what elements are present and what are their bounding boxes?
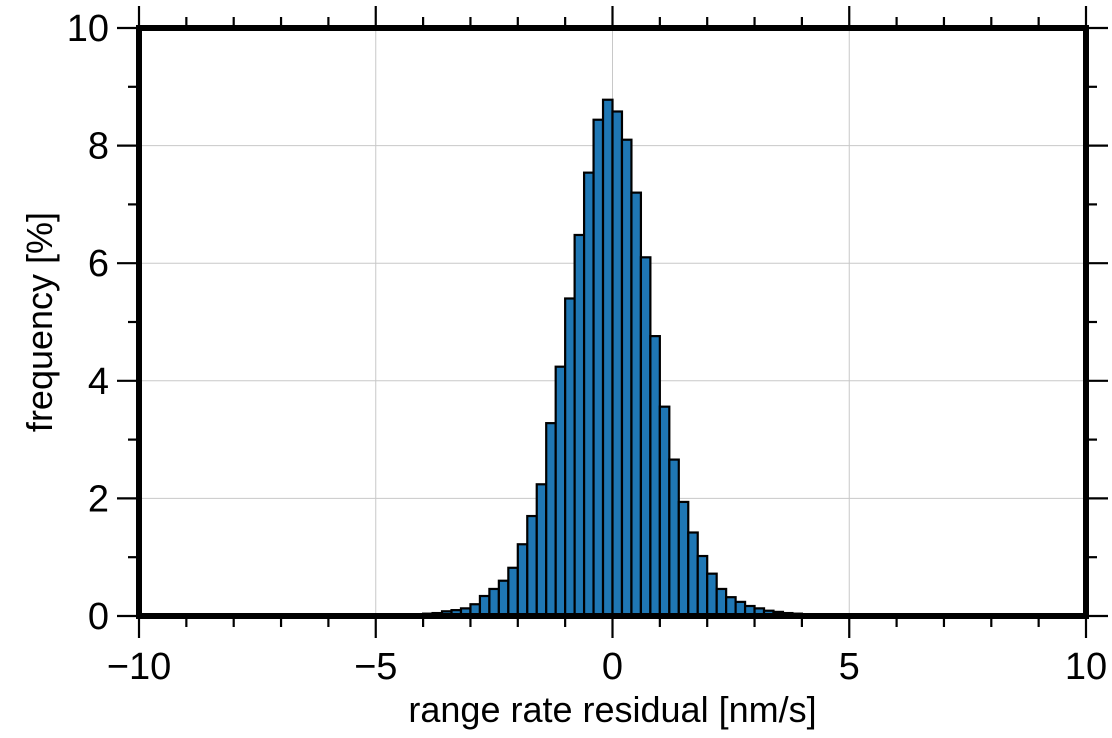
y-tick-label: 2 <box>88 478 109 520</box>
y-tick-label: 0 <box>88 596 109 638</box>
tick-labels: −10 −5 0 5 10 0 2 4 6 8 10 <box>67 8 1107 688</box>
histogram-bar <box>582 171 595 618</box>
histogram-bar <box>706 572 718 618</box>
histogram-bar <box>696 554 709 618</box>
histogram-bar <box>611 110 624 618</box>
y-tick-label: 10 <box>67 8 109 50</box>
histogram-bar <box>649 335 661 618</box>
plot-frame <box>136 25 1089 619</box>
histogram-bar <box>516 543 529 618</box>
histogram-bar <box>554 365 567 618</box>
histogram-bar <box>639 256 652 618</box>
y-axis-title: frequency [%] <box>19 212 60 432</box>
x-tick-label: −10 <box>107 646 171 688</box>
histogram-bar <box>507 566 519 618</box>
histogram-bar <box>687 531 699 618</box>
y-tick-label: 8 <box>88 126 109 168</box>
x-tick-label: 5 <box>839 646 860 688</box>
histogram-bar <box>526 514 538 618</box>
histogram-bar <box>592 118 605 618</box>
x-axis-title: range rate residual [nm/s] <box>408 689 816 730</box>
histogram-bar <box>564 297 576 618</box>
histogram-bars <box>412 98 813 618</box>
y-tick-label: 4 <box>88 361 109 403</box>
histogram-bar <box>601 98 614 618</box>
histogram-bar <box>715 587 728 618</box>
histogram-bar <box>677 500 690 618</box>
x-tick-label: 0 <box>602 646 623 688</box>
histogram-bar <box>497 579 510 618</box>
histogram-bar <box>545 422 557 618</box>
x-tick-label: 10 <box>1065 646 1107 688</box>
histogram-bar <box>573 233 586 618</box>
histogram-bar <box>668 458 680 618</box>
histogram-bar <box>658 405 671 618</box>
histogram-bar <box>488 587 500 618</box>
histogram-bar <box>535 483 548 618</box>
x-tick-label: −5 <box>354 646 397 688</box>
histogram-bar <box>630 191 643 618</box>
y-tick-label: 6 <box>88 243 109 285</box>
histogram-bar <box>620 138 633 618</box>
